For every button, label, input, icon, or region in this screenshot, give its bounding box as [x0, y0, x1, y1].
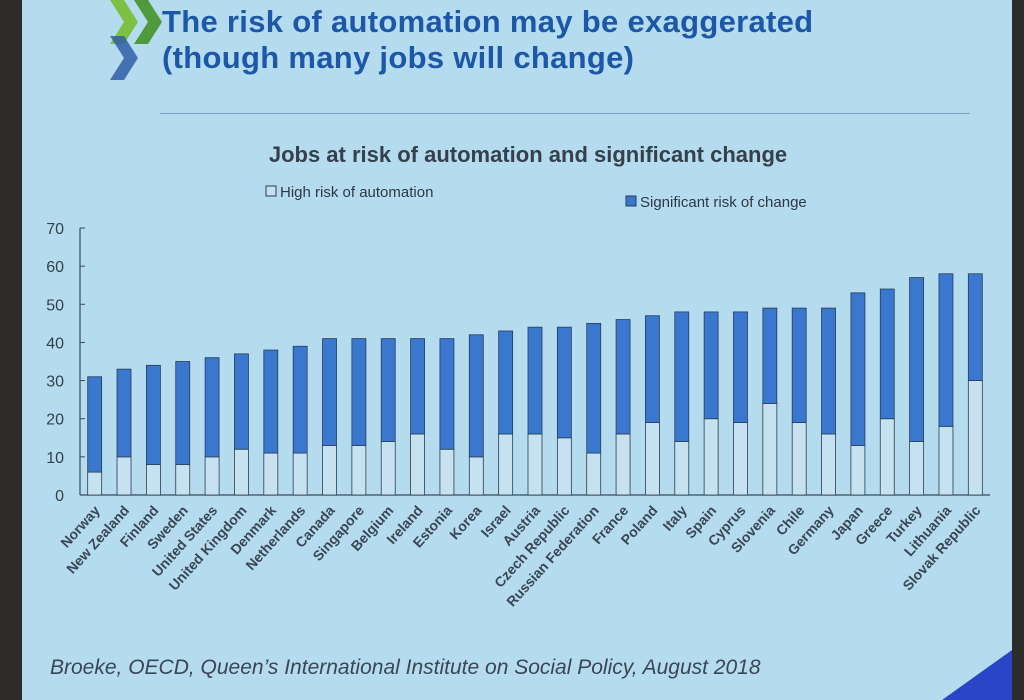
bar-significant-risk-change	[410, 338, 425, 435]
bar-high-risk-automation	[821, 433, 836, 496]
y-tick-label: 0	[55, 488, 64, 505]
bar-high-risk-automation	[351, 445, 367, 496]
bar-high-risk-automation	[87, 471, 103, 496]
y-tick-label: 60	[46, 259, 64, 276]
slide-title: The risk of automation may be exaggerate…	[162, 4, 982, 76]
bar-significant-risk-change	[938, 273, 954, 427]
legend-swatch	[625, 195, 637, 207]
legend-swatch	[265, 185, 277, 197]
bar-significant-risk-change	[556, 326, 572, 439]
bar-high-risk-automation	[703, 418, 719, 496]
bar-significant-risk-change	[703, 311, 719, 420]
bar-high-risk-automation	[527, 433, 543, 496]
bar-significant-risk-change	[909, 277, 925, 443]
bar-significant-risk-change	[791, 307, 807, 423]
bar-high-risk-automation	[909, 441, 925, 496]
bar-high-risk-automation	[791, 422, 807, 496]
bar-significant-risk-change	[967, 273, 983, 381]
bar-high-risk-automation	[498, 433, 514, 496]
bar-significant-risk-change	[674, 311, 690, 442]
bar-high-risk-automation	[322, 445, 337, 496]
bar-significant-risk-change	[351, 338, 367, 446]
bar-significant-risk-change	[586, 322, 602, 454]
bar-high-risk-automation	[556, 437, 572, 496]
bar-high-risk-automation	[234, 448, 249, 496]
slide: The risk of automation may be exaggerate…	[22, 0, 1012, 700]
bar-significant-risk-change	[292, 345, 308, 454]
bar-significant-risk-change	[234, 353, 249, 450]
bar-significant-risk-change	[879, 288, 895, 420]
x-tick-label: Korea	[446, 502, 485, 542]
bar-high-risk-automation	[145, 464, 161, 496]
bar-significant-risk-change	[380, 338, 396, 443]
bar-high-risk-automation	[380, 441, 396, 496]
y-tick-label: 40	[46, 335, 64, 352]
bar-high-risk-automation	[586, 452, 602, 496]
bar-significant-risk-change	[615, 319, 631, 435]
bar-high-risk-automation	[938, 425, 954, 496]
chart-title: Jobs at risk of automation and significa…	[269, 142, 787, 167]
bar-high-risk-automation	[263, 452, 279, 496]
corner-decoration	[942, 650, 1012, 700]
y-tick-label: 30	[46, 374, 64, 391]
oecd-logo	[110, 0, 162, 80]
bar-high-risk-automation	[468, 456, 484, 496]
y-tick-label: 10	[46, 450, 64, 467]
bar-significant-risk-change	[498, 330, 514, 435]
bar-significant-risk-change	[204, 357, 220, 458]
bar-significant-risk-change	[175, 361, 191, 465]
bar-significant-risk-change	[87, 376, 103, 473]
chart: Jobs at risk of automation and significa…	[46, 142, 990, 610]
source-citation: Broeke, OECD, Queen’s International Inst…	[50, 656, 761, 679]
bar-high-risk-automation	[410, 433, 425, 496]
bar-high-risk-automation	[967, 380, 983, 496]
y-tick-label: 20	[46, 412, 64, 429]
bar-significant-risk-change	[850, 292, 866, 446]
bar-significant-risk-change	[762, 307, 778, 404]
bar-significant-risk-change	[733, 311, 748, 423]
y-tick-label: 70	[46, 221, 64, 238]
y-tick-label: 50	[46, 297, 64, 314]
bar-significant-risk-change	[468, 334, 484, 458]
bar-high-risk-automation	[204, 456, 220, 496]
bar-high-risk-automation	[762, 403, 778, 496]
bar-high-risk-automation	[439, 448, 455, 496]
bar-high-risk-automation	[292, 452, 308, 496]
bar-significant-risk-change	[322, 338, 337, 446]
bar-significant-risk-change	[645, 315, 660, 423]
bar-significant-risk-change	[821, 307, 836, 435]
bar-significant-risk-change	[145, 364, 161, 465]
legend-label: Significant risk of change	[640, 194, 807, 211]
bar-significant-risk-change	[263, 349, 279, 454]
chart-bars	[87, 273, 983, 496]
bar-high-risk-automation	[645, 422, 660, 496]
bar-significant-risk-change	[116, 368, 132, 458]
legend-label: High risk of automation	[280, 184, 433, 201]
bar-high-risk-automation	[116, 456, 132, 496]
bar-high-risk-automation	[674, 441, 690, 496]
slide-title-line-2: (though many jobs will change)	[162, 40, 635, 75]
title-divider	[160, 113, 970, 114]
bar-high-risk-automation	[879, 418, 895, 496]
bar-high-risk-automation	[850, 445, 866, 496]
bar-high-risk-automation	[733, 422, 748, 496]
bar-high-risk-automation	[175, 464, 191, 496]
chart-legend: High risk of automation Significant risk …	[265, 184, 807, 211]
slide-title-line-1: The risk of automation may be exaggerate…	[162, 4, 814, 39]
bar-significant-risk-change	[439, 338, 455, 450]
bar-high-risk-automation	[615, 433, 631, 496]
bar-significant-risk-change	[527, 326, 543, 435]
